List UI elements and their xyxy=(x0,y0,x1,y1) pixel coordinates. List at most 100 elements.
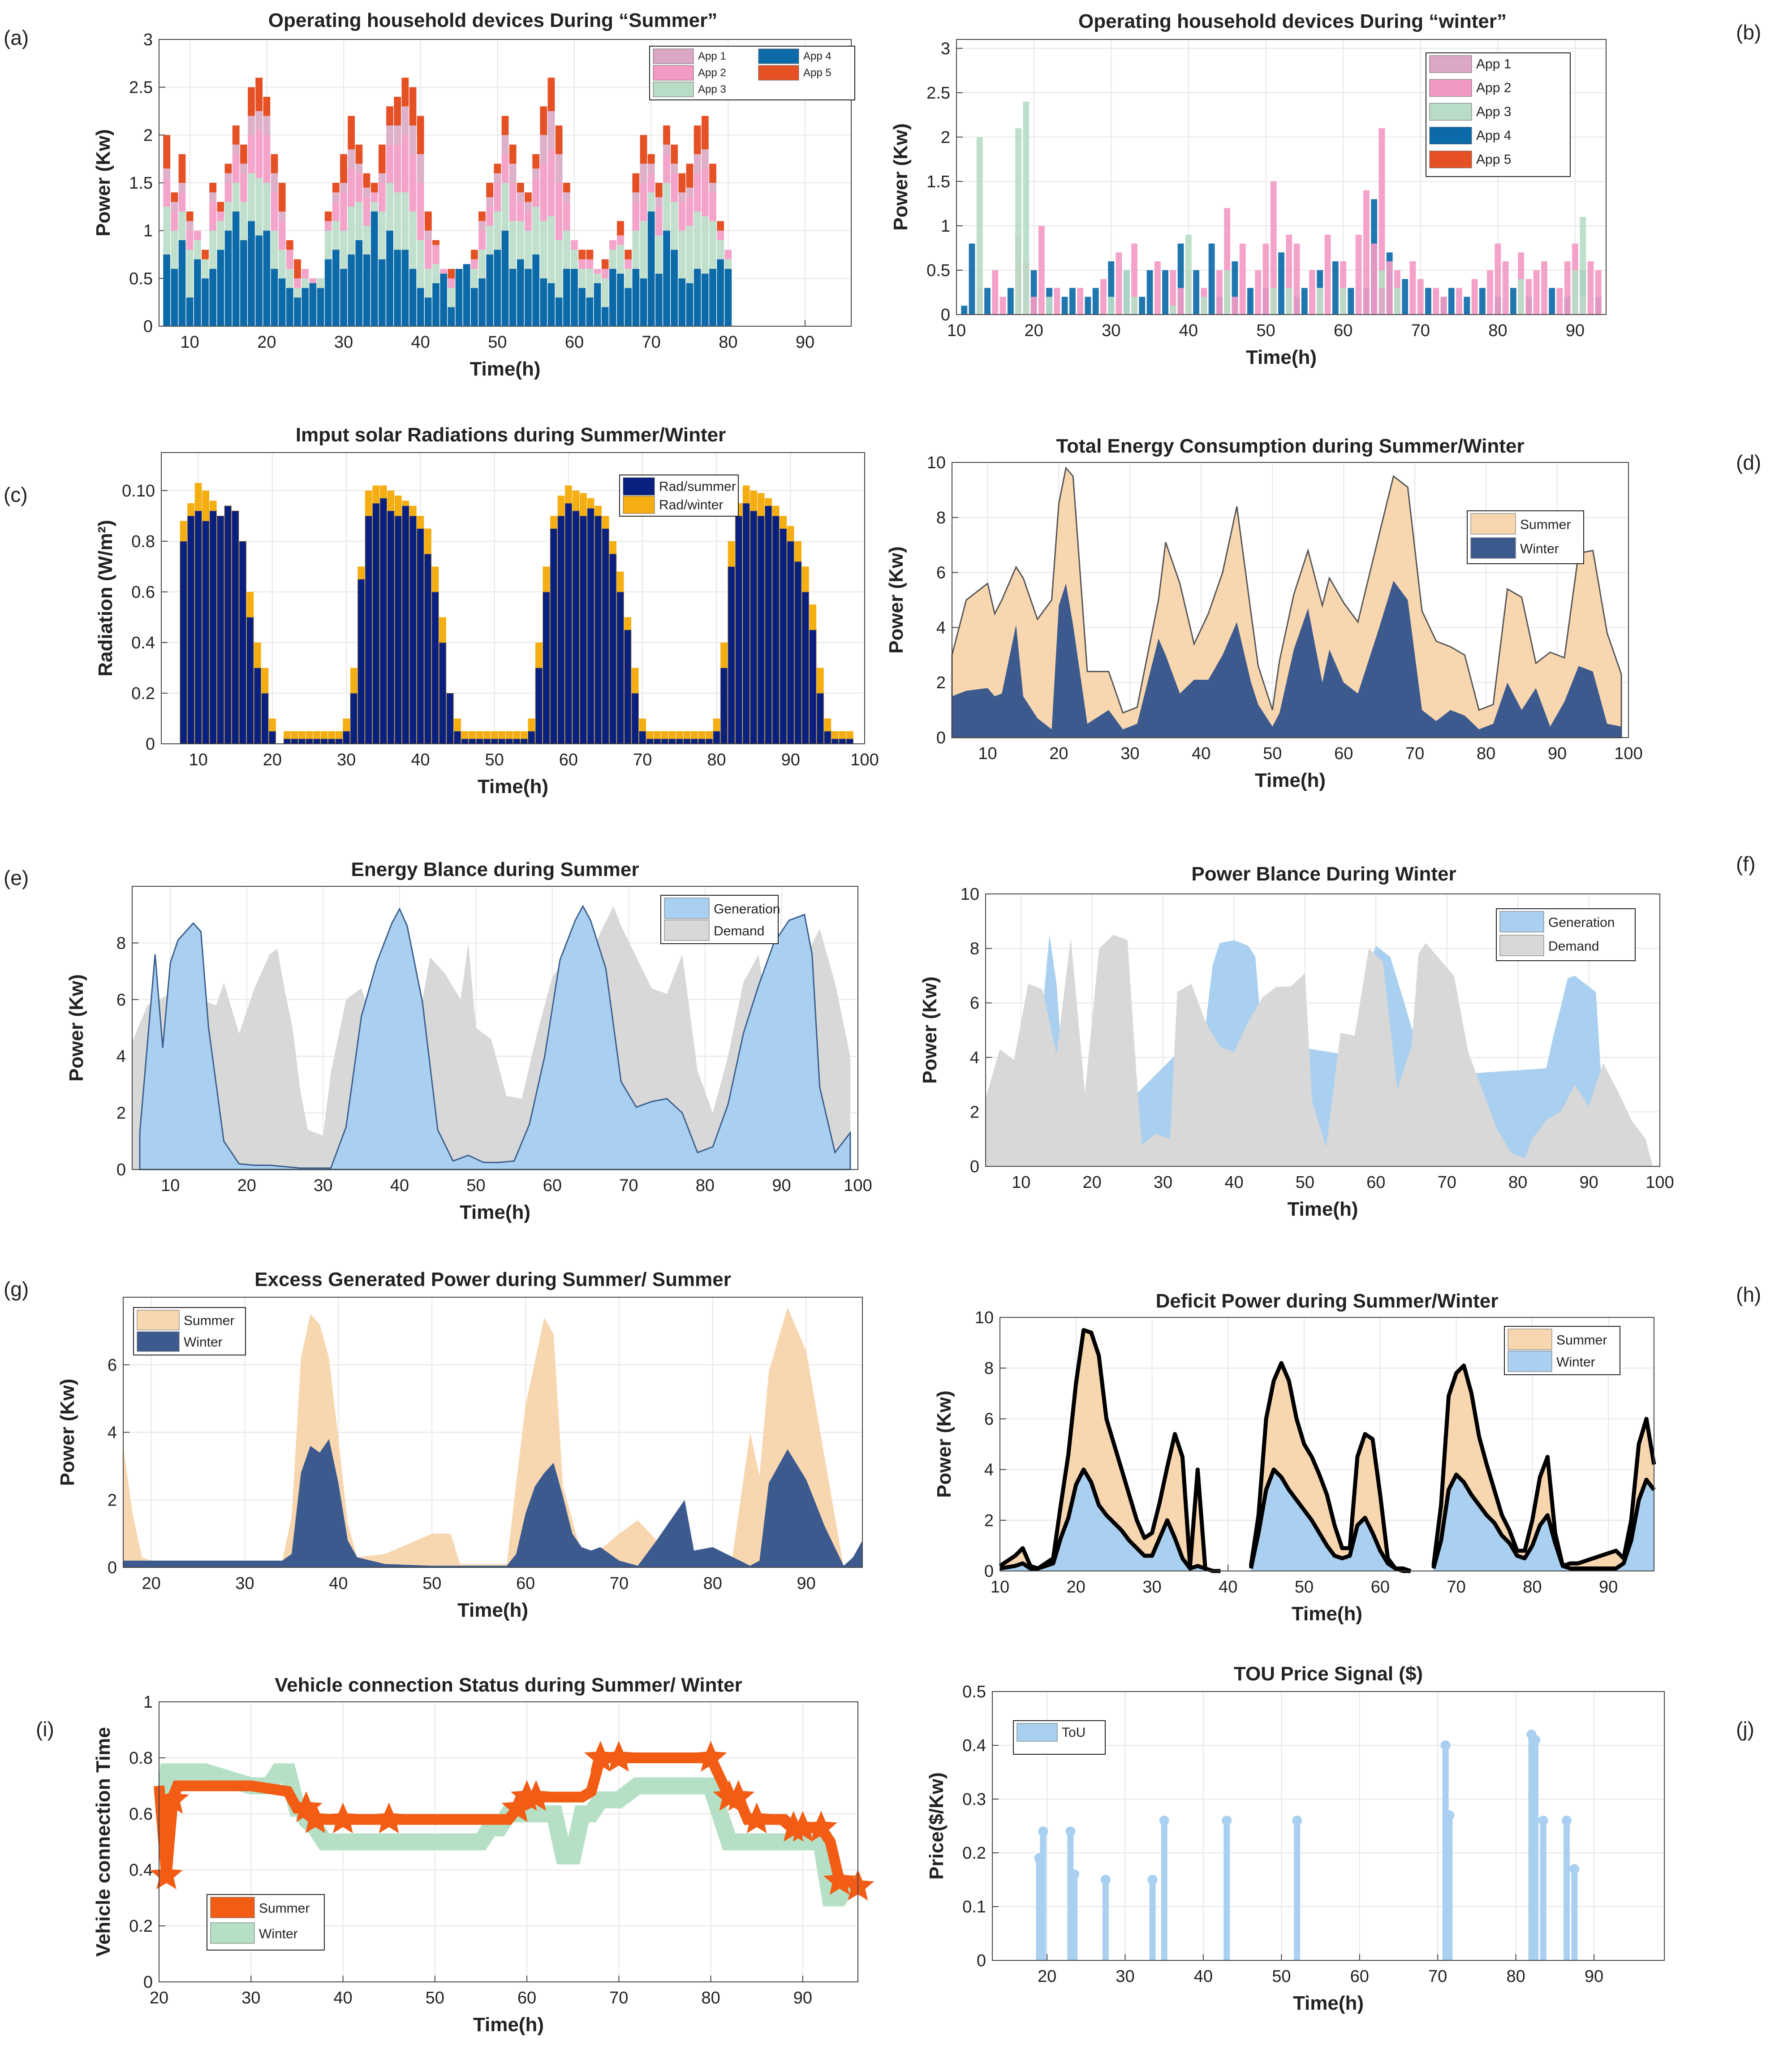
y-tick-label: 0.3 xyxy=(962,1790,986,1809)
bar-app-3 xyxy=(976,137,983,315)
bar-app-5 xyxy=(178,154,186,183)
bar-tou-cap xyxy=(1222,1816,1232,1826)
bar-app-4 xyxy=(655,273,663,326)
bar-app-3 xyxy=(386,183,393,231)
x-tick-label: 50 xyxy=(488,333,507,352)
legend-entry: App 5 xyxy=(803,67,831,79)
bar-rad-summer xyxy=(794,561,802,744)
chart-c: 10 20 30 40 50 60 70 80 90 100 0 0.2 0.4 0.6 0.8 0.10 Ra… xyxy=(4,424,879,798)
bar-tou xyxy=(1040,1831,1047,1960)
bar-rad-summer xyxy=(690,738,698,744)
x-tick-label: 100 xyxy=(1646,1173,1674,1192)
bar-app-3 xyxy=(486,226,494,255)
bar-app-2 xyxy=(594,269,601,274)
bar-app-2 xyxy=(678,202,686,231)
bar-app-4 xyxy=(601,307,609,326)
bar-app-3 xyxy=(202,259,209,279)
legend-entry: App 1 xyxy=(1476,57,1511,72)
chart-j: 20 30 40 50 60 70 80 90 0 0.1 0.2 0.3 0.4 0.5 ToU TOU P… xyxy=(926,1663,1754,2014)
legend-entry: App 4 xyxy=(803,50,831,62)
bar-app-5 xyxy=(232,125,240,145)
bar-app-3 xyxy=(640,221,647,279)
bar-tou xyxy=(1563,1821,1570,1960)
legend-swatch xyxy=(1470,537,1516,559)
bar-app-3 xyxy=(370,202,378,211)
bar-app-5 xyxy=(640,135,647,164)
bar-rad-summer xyxy=(564,503,573,744)
x-axis-label: Time(h) xyxy=(1292,1603,1362,1625)
bar-app-2 xyxy=(232,154,240,183)
y-tick-label: 2 xyxy=(941,128,950,147)
x-tick-label: 30 xyxy=(235,1574,254,1593)
bar-app-2 xyxy=(999,297,1006,315)
bar-app-4 xyxy=(694,269,701,326)
bar-app-3 xyxy=(355,202,363,240)
chart-title: Power Blance During Winter xyxy=(1191,863,1456,885)
bar-app-4 xyxy=(378,259,386,326)
bar-app-1 xyxy=(640,164,647,183)
bar-app-4 xyxy=(240,240,247,326)
bar-app-3 xyxy=(709,221,716,269)
legend-swatch xyxy=(1429,127,1472,145)
bar-app-5 xyxy=(663,125,670,145)
bar-app-4 xyxy=(202,278,209,326)
summer-star-marker xyxy=(603,1741,635,1772)
bar-tou-cap xyxy=(1147,1875,1158,1885)
legend-swatch xyxy=(1499,911,1544,932)
bar-app-2 xyxy=(1100,279,1107,315)
bar-tou xyxy=(1161,1821,1167,1960)
bar-app-5 xyxy=(294,259,301,279)
bar-app-2 xyxy=(1409,261,1416,315)
x-tick-label: 40 xyxy=(1194,1967,1213,1986)
x-tick-label: 20 xyxy=(1082,1173,1101,1192)
x-tick-label: 60 xyxy=(1350,1967,1369,1986)
bar-rad-summer xyxy=(557,515,565,744)
x-tick-label: 100 xyxy=(850,751,879,769)
bar-app-1 xyxy=(478,221,486,231)
legend-entry: Rad/winter xyxy=(659,497,723,512)
summer-star-marker xyxy=(501,1791,534,1822)
bar-app-4 xyxy=(417,288,424,326)
bar-rad-summer xyxy=(839,738,846,744)
x-axis-label: Time(h) xyxy=(478,776,548,798)
x-axis-label: Time(h) xyxy=(1293,1992,1364,2014)
bar-tou-cap xyxy=(1100,1875,1111,1885)
bar-app-2 xyxy=(217,211,224,221)
bar-app-1 xyxy=(632,192,640,202)
bar-app-2 xyxy=(163,178,171,207)
plot-border xyxy=(161,452,865,744)
bar-app-3 xyxy=(194,240,201,259)
bar-app-2 xyxy=(478,230,486,250)
panel-label: (e) xyxy=(4,866,29,889)
y-tick-label: 0 xyxy=(936,729,946,747)
bar-app-2 xyxy=(263,135,271,183)
bar-app-5 xyxy=(694,125,701,154)
bar-app-4 xyxy=(1208,243,1215,315)
bar-app-4 xyxy=(1479,288,1486,315)
bar-app-3 xyxy=(224,202,232,231)
bar-rad-summer xyxy=(713,731,720,744)
bar-tou-cap xyxy=(1065,1826,1076,1836)
bar-app-3 xyxy=(586,269,594,298)
bar-app-3 xyxy=(186,250,194,298)
x-tick-label: 80 xyxy=(707,751,726,769)
bar-app-1 xyxy=(401,106,409,135)
bar-rad-summer xyxy=(735,515,743,744)
bar-app-2 xyxy=(424,240,432,269)
bar-app-3 xyxy=(655,235,663,274)
bar-app-4 xyxy=(617,273,624,326)
bar-app-2 xyxy=(1216,270,1223,315)
bar-app-5 xyxy=(655,183,663,197)
bar-app-1 xyxy=(555,154,563,183)
bar-rad-summer xyxy=(446,693,454,744)
bar-app-4 xyxy=(555,298,563,326)
bar-app-3 xyxy=(240,202,247,240)
x-tick-label: 80 xyxy=(1506,1967,1525,1986)
bar-app-2 xyxy=(278,221,286,250)
bar-app-4 xyxy=(532,255,540,326)
legend-swatch xyxy=(664,919,710,941)
bar-app-4 xyxy=(432,283,439,326)
bar-app-5 xyxy=(286,240,293,250)
y-tick-label: 10 xyxy=(975,1308,994,1327)
y-axis-label: Power (Kw) xyxy=(92,129,114,237)
